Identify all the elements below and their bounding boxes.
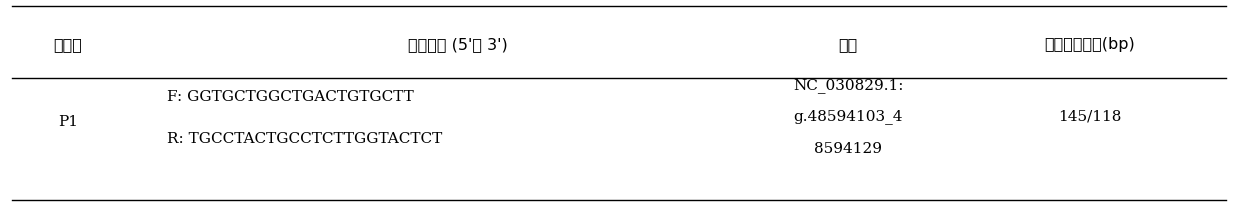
- Text: R: TGCCTACTGCCTCTTGGTACTCT: R: TGCCTACTGCCTCTTGGTACTCT: [167, 132, 442, 146]
- Text: 8594129: 8594129: [815, 142, 881, 156]
- Text: 引物对: 引物对: [53, 37, 83, 52]
- Text: 扩增产物大小(bp): 扩增产物大小(bp): [1044, 37, 1135, 52]
- Text: 引物序列 (5'到 3'): 引物序列 (5'到 3'): [409, 37, 508, 52]
- Text: 位置: 位置: [838, 37, 858, 52]
- Text: F: GGTGCTGGCTGACTGTGCTT: F: GGTGCTGGCTGACTGTGCTT: [167, 90, 413, 104]
- Text: P1: P1: [58, 115, 78, 129]
- Text: g.48594103_4: g.48594103_4: [794, 109, 903, 124]
- Text: 145/118: 145/118: [1057, 109, 1122, 123]
- Text: NC_030829.1:: NC_030829.1:: [792, 78, 904, 93]
